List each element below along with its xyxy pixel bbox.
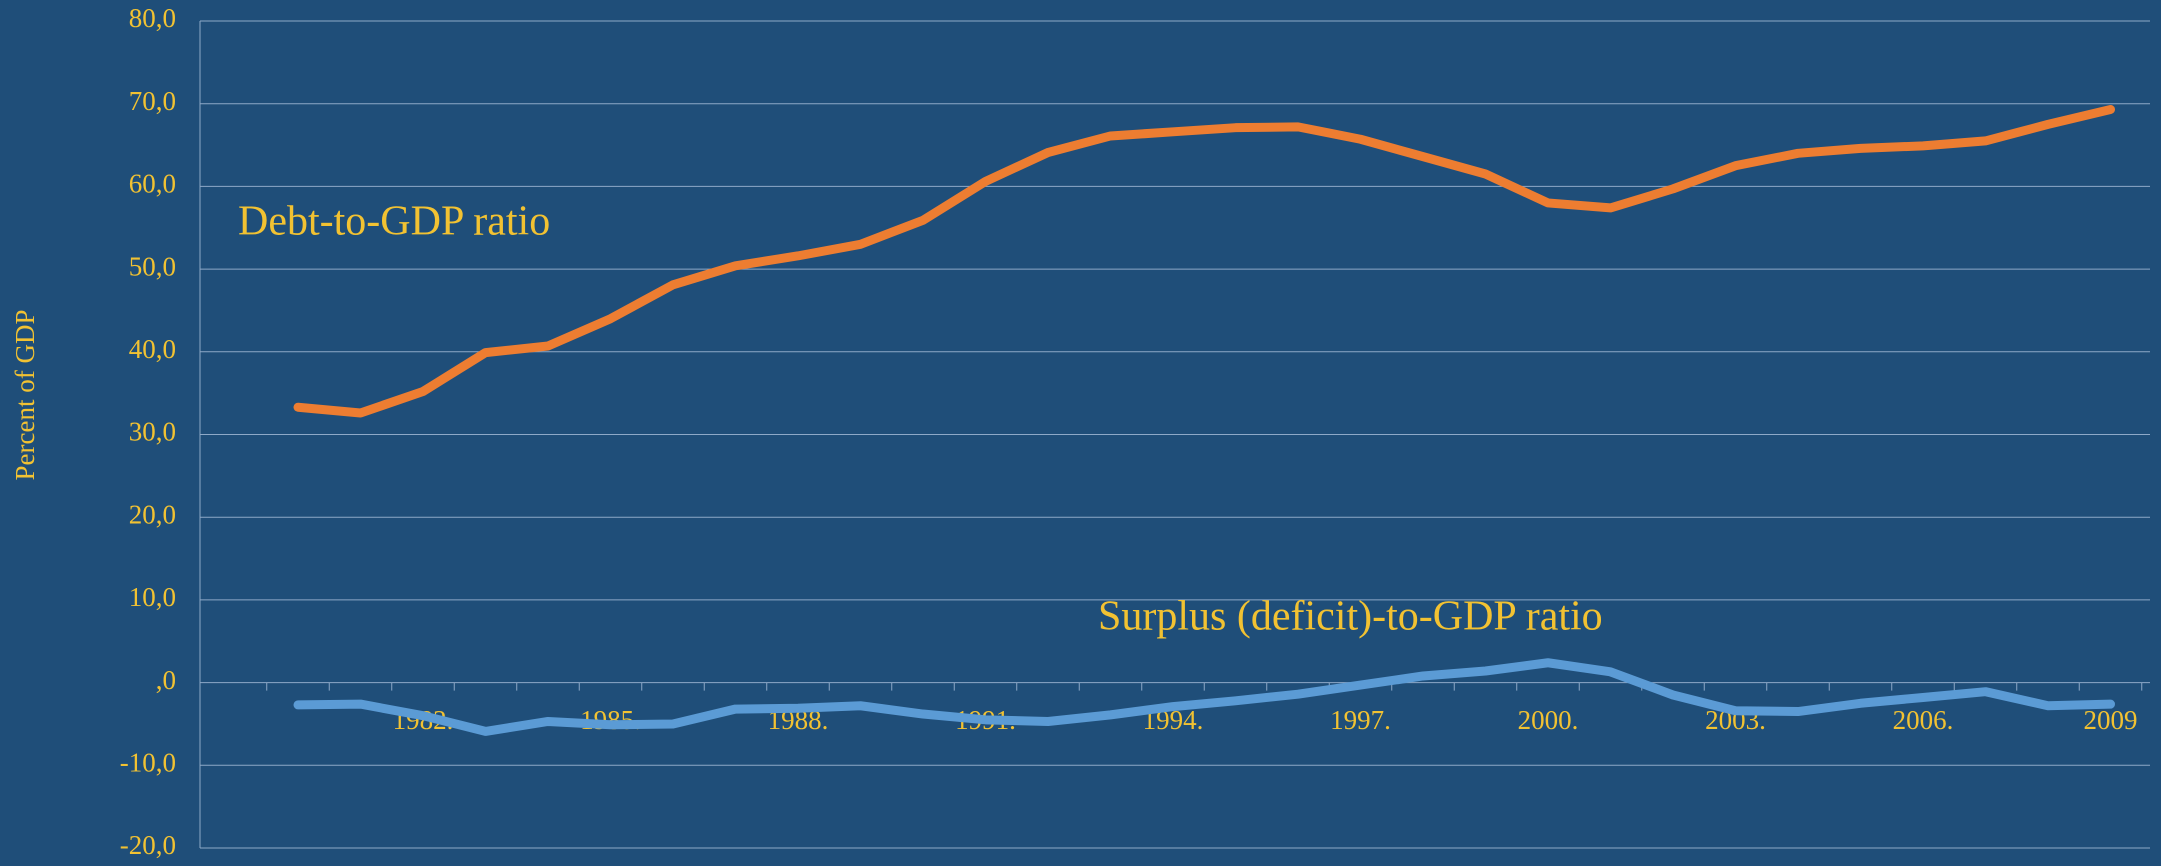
x-tick-label: 2000. bbox=[1518, 705, 1579, 735]
y-tick-label: 70,0 bbox=[129, 86, 176, 116]
y-tick-label: 10,0 bbox=[129, 582, 176, 612]
y-tick-label: 20,0 bbox=[129, 499, 176, 529]
y-tick-label: 60,0 bbox=[129, 169, 176, 199]
x-tick-label: 2009 bbox=[2084, 705, 2138, 735]
y-tick-label: -10,0 bbox=[120, 748, 176, 778]
series-annotation: Debt-to-GDP ratio bbox=[238, 199, 550, 245]
y-tick-label: 30,0 bbox=[129, 417, 176, 447]
y-tick-label: 80,0 bbox=[129, 3, 176, 33]
y-tick-label: 50,0 bbox=[129, 251, 176, 281]
y-tick-label: 40,0 bbox=[129, 334, 176, 364]
y-tick-label: ,0 bbox=[156, 665, 176, 695]
y-tick-label: -20,0 bbox=[120, 830, 176, 860]
y-axis-label: Percent of GDP bbox=[10, 310, 40, 481]
x-tick-label: 1997. bbox=[1330, 705, 1391, 735]
series-annotation: Surplus (deficit)-to-GDP ratio bbox=[1098, 594, 1603, 640]
x-tick-label: 2006. bbox=[1893, 705, 1954, 735]
data-line bbox=[293, 104, 2115, 418]
data-line bbox=[293, 658, 2115, 736]
